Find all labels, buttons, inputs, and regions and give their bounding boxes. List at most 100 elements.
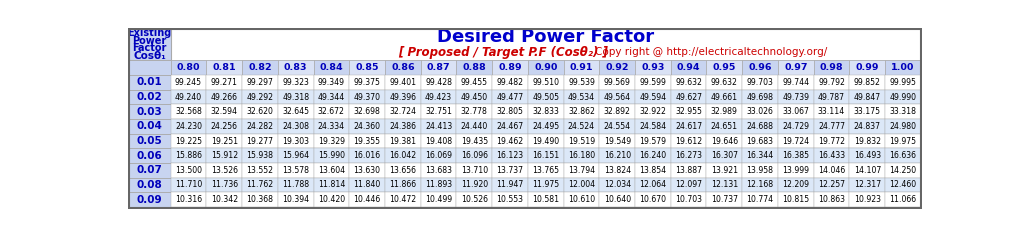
Bar bbox=[242, 60, 278, 75]
Text: 10.670: 10.670 bbox=[639, 195, 667, 204]
Bar bbox=[814, 75, 849, 90]
Text: 32.892: 32.892 bbox=[604, 107, 631, 116]
Text: 10.420: 10.420 bbox=[317, 195, 345, 204]
Bar bbox=[421, 163, 457, 178]
Bar bbox=[207, 178, 242, 192]
Text: 11.814: 11.814 bbox=[317, 180, 345, 189]
Text: 24.495: 24.495 bbox=[532, 122, 559, 131]
Bar bbox=[171, 90, 207, 104]
Text: 99.323: 99.323 bbox=[283, 78, 309, 87]
Text: 11.736: 11.736 bbox=[211, 180, 238, 189]
Text: 32.594: 32.594 bbox=[211, 107, 238, 116]
Text: 24.413: 24.413 bbox=[425, 122, 453, 131]
Bar bbox=[349, 192, 385, 207]
Bar bbox=[278, 163, 313, 178]
Text: 99.401: 99.401 bbox=[389, 78, 417, 87]
Text: 49.627: 49.627 bbox=[675, 93, 702, 102]
Text: 0.82: 0.82 bbox=[248, 63, 271, 72]
Bar bbox=[278, 148, 313, 163]
Bar bbox=[814, 119, 849, 134]
Bar bbox=[635, 148, 671, 163]
Text: 11.947: 11.947 bbox=[497, 180, 523, 189]
Text: 11.066: 11.066 bbox=[890, 195, 916, 204]
Bar bbox=[349, 90, 385, 104]
Bar bbox=[885, 192, 921, 207]
Bar bbox=[849, 60, 885, 75]
Bar bbox=[635, 119, 671, 134]
Text: 32.568: 32.568 bbox=[175, 107, 202, 116]
Bar bbox=[814, 148, 849, 163]
Bar bbox=[563, 60, 599, 75]
Bar bbox=[242, 119, 278, 134]
Text: Desired Power Factor: Desired Power Factor bbox=[437, 28, 654, 46]
Bar bbox=[742, 119, 778, 134]
Text: 16.096: 16.096 bbox=[461, 151, 487, 160]
Text: 13.500: 13.500 bbox=[175, 166, 202, 175]
Text: 49.423: 49.423 bbox=[425, 93, 453, 102]
Text: 0.92: 0.92 bbox=[605, 63, 629, 72]
Text: 13.854: 13.854 bbox=[639, 166, 667, 175]
Bar bbox=[742, 90, 778, 104]
Text: 49.240: 49.240 bbox=[175, 93, 202, 102]
Bar bbox=[635, 163, 671, 178]
Text: 19.490: 19.490 bbox=[532, 137, 559, 145]
Bar bbox=[527, 75, 563, 90]
Text: 24.651: 24.651 bbox=[711, 122, 738, 131]
Text: 49.505: 49.505 bbox=[532, 93, 559, 102]
Bar bbox=[171, 60, 207, 75]
Bar bbox=[129, 60, 171, 75]
Bar bbox=[671, 119, 707, 134]
Bar bbox=[278, 60, 313, 75]
Bar bbox=[849, 104, 885, 119]
Text: 0.06: 0.06 bbox=[137, 151, 163, 161]
Text: Copy right @ http://electricaltechnology.org/: Copy right @ http://electricaltechnology… bbox=[595, 47, 827, 57]
Text: 0.80: 0.80 bbox=[177, 63, 201, 72]
Text: 0.83: 0.83 bbox=[284, 63, 307, 72]
Text: 49.787: 49.787 bbox=[818, 93, 845, 102]
Text: 32.645: 32.645 bbox=[283, 107, 309, 116]
Bar bbox=[313, 178, 349, 192]
Text: 13.737: 13.737 bbox=[497, 166, 523, 175]
Bar bbox=[385, 134, 421, 148]
Bar bbox=[849, 192, 885, 207]
Text: 49.318: 49.318 bbox=[282, 93, 309, 102]
Text: 13.630: 13.630 bbox=[353, 166, 381, 175]
Text: 19.277: 19.277 bbox=[247, 137, 273, 145]
Text: 13.526: 13.526 bbox=[211, 166, 238, 175]
Text: 11.840: 11.840 bbox=[353, 180, 381, 189]
Text: 16.069: 16.069 bbox=[425, 151, 452, 160]
Bar bbox=[849, 75, 885, 90]
Bar bbox=[527, 60, 563, 75]
Bar bbox=[707, 75, 742, 90]
Bar bbox=[313, 192, 349, 207]
Bar bbox=[349, 178, 385, 192]
Text: 32.620: 32.620 bbox=[247, 107, 273, 116]
Text: 99.792: 99.792 bbox=[818, 78, 845, 87]
Text: 16.344: 16.344 bbox=[746, 151, 774, 160]
Text: 99.349: 99.349 bbox=[317, 78, 345, 87]
Bar bbox=[385, 60, 421, 75]
Bar bbox=[671, 163, 707, 178]
Text: 99.632: 99.632 bbox=[711, 78, 737, 87]
Bar bbox=[563, 90, 599, 104]
Bar bbox=[457, 148, 493, 163]
Text: 24.386: 24.386 bbox=[389, 122, 417, 131]
Bar bbox=[385, 90, 421, 104]
Text: 19.612: 19.612 bbox=[675, 137, 702, 145]
Text: 12.317: 12.317 bbox=[854, 180, 881, 189]
Text: 10.394: 10.394 bbox=[282, 195, 309, 204]
Bar bbox=[207, 148, 242, 163]
Bar bbox=[635, 90, 671, 104]
Text: 32.862: 32.862 bbox=[568, 107, 595, 116]
Text: 16.636: 16.636 bbox=[890, 151, 916, 160]
Text: 33.318: 33.318 bbox=[890, 107, 916, 116]
Bar bbox=[814, 104, 849, 119]
Text: 10.610: 10.610 bbox=[568, 195, 595, 204]
Bar bbox=[313, 134, 349, 148]
Text: 49.266: 49.266 bbox=[211, 93, 238, 102]
Bar bbox=[349, 134, 385, 148]
Bar bbox=[207, 163, 242, 178]
Text: 15.886: 15.886 bbox=[175, 151, 202, 160]
Text: 16.123: 16.123 bbox=[497, 151, 523, 160]
Bar bbox=[742, 134, 778, 148]
